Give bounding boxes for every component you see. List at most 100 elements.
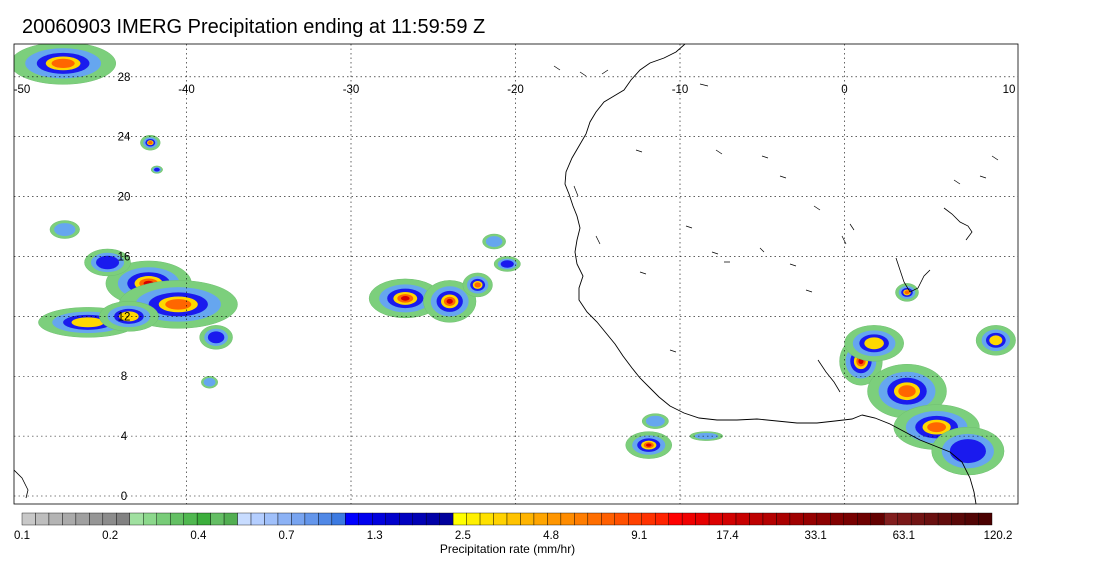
- precip-ring: [989, 335, 1003, 346]
- lat-tick-label: 8: [121, 371, 127, 383]
- precip-ring: [207, 331, 225, 344]
- precip-ring: [165, 299, 192, 310]
- colorbar-swatch: [870, 512, 885, 526]
- colorbar-swatch: [210, 512, 225, 526]
- colorbar-swatch: [749, 512, 764, 526]
- colorbar-swatch: [385, 512, 400, 526]
- colorbar-tick-label: 63.1: [893, 530, 915, 542]
- precip-ring: [927, 422, 947, 433]
- precip-ring: [864, 337, 884, 350]
- precip-ring: [54, 223, 76, 237]
- colorbar-swatch: [156, 512, 171, 526]
- lon-tick-label: -20: [507, 84, 524, 96]
- colorbar-swatch: [520, 512, 535, 526]
- precip-cell: [462, 272, 493, 298]
- precip-ring: [203, 377, 216, 387]
- colorbar-swatch: [466, 512, 481, 526]
- precip-ring: [694, 432, 719, 440]
- colorbar: 0.1 0.2 0.4 0.7 1.3 2.5 4.8 9.1 17.4 33.1 63.1 120.…: [14, 512, 1013, 542]
- colorbar-swatch: [654, 512, 669, 526]
- colorbar-swatch: [857, 512, 871, 526]
- colorbar-swatch: [304, 512, 319, 526]
- precip-ring: [400, 296, 410, 301]
- map-title: 20060903 IMERG Precipitation ending at 1…: [22, 16, 486, 38]
- precip-cell: [493, 256, 521, 272]
- lon-tick-label: -50: [14, 84, 31, 96]
- precip-cell: [689, 431, 724, 441]
- colorbar-swatch: [587, 512, 602, 526]
- colorbar-swatch: [978, 512, 993, 526]
- lon-tick-label: 0: [841, 84, 847, 96]
- colorbar-tick-label: 0.7: [279, 530, 295, 542]
- colorbar-swatch: [695, 512, 710, 526]
- precip-cell: [368, 278, 442, 319]
- colorbar-swatch: [574, 512, 589, 526]
- colorbar-swatch: [803, 512, 818, 526]
- colorbar-tick-label: 17.4: [716, 530, 739, 542]
- precip-ring: [949, 439, 986, 464]
- colorbar-swatch: [291, 512, 306, 526]
- precip-ring: [645, 415, 665, 427]
- precip-cell: [895, 283, 919, 302]
- colorbar-tick-label: 0.1: [14, 530, 30, 542]
- colorbar-swatch: [964, 512, 979, 526]
- colorbar-swatch: [21, 512, 36, 526]
- colorbar-swatch: [331, 512, 346, 526]
- lat-tick-label: 4: [121, 431, 128, 443]
- colorbar-swatch: [506, 512, 521, 526]
- colorbar-swatch: [183, 512, 198, 526]
- precip-ring: [51, 58, 75, 68]
- lon-tick-label: 10: [1003, 84, 1016, 96]
- colorbar-swatch: [277, 512, 292, 526]
- precip-cell: [201, 375, 219, 389]
- colorbar-swatch: [668, 512, 683, 526]
- colorbar-tick-label: 120.2: [984, 530, 1013, 542]
- precipitation-cells: [14, 44, 1016, 476]
- colorbar-swatch: [762, 512, 777, 526]
- colorbar-swatch: [547, 512, 562, 526]
- precip-cell: [140, 134, 161, 151]
- colorbar-swatch: [399, 512, 413, 526]
- colorbar-swatch: [910, 512, 925, 526]
- precip-ring: [898, 385, 916, 398]
- colorbar-swatch: [62, 512, 77, 526]
- gulf-of-guinea-coastline: [861, 414, 977, 504]
- precip-ring: [154, 167, 160, 172]
- colorbar-tick-label: 1.3: [367, 530, 383, 542]
- colorbar-swatch: [89, 512, 104, 526]
- lon-tick-label: -30: [343, 84, 360, 96]
- precip-ring: [485, 236, 503, 247]
- colorbar-swatch: [318, 512, 333, 526]
- colorbar-swatch: [425, 512, 440, 526]
- colorbar-swatch: [843, 512, 858, 526]
- precip-cell: [99, 301, 159, 332]
- precip-cell: [844, 325, 904, 362]
- colorbar-swatch: [897, 512, 912, 526]
- colorbar-swatch: [789, 512, 804, 526]
- river-outline-2: [817, 359, 841, 393]
- colorbar-swatch: [102, 512, 117, 526]
- precip-cell: [14, 44, 116, 85]
- precip-ring: [500, 260, 514, 268]
- precip-ring: [119, 311, 139, 322]
- precip-cell: [482, 233, 506, 250]
- colorbar-swatch: [937, 512, 952, 526]
- lat-tick-label: 16: [118, 251, 131, 263]
- gridlines: [14, 44, 1018, 504]
- colorbar-swatch: [816, 512, 831, 526]
- colorbar-tick-label: 9.1: [631, 530, 647, 542]
- precip-cell: [641, 413, 669, 429]
- precip-cell: [867, 364, 947, 419]
- colorbar-swatch: [776, 512, 791, 526]
- lon-tick-label: -40: [178, 84, 195, 96]
- colorbar-swatch: [75, 512, 90, 526]
- colorbar-swatch: [924, 512, 939, 526]
- lat-tick-label: 12: [118, 311, 131, 323]
- precip-cell: [49, 220, 80, 239]
- colorbar-swatch: [116, 512, 130, 526]
- colorbar-swatch: [708, 512, 723, 526]
- colorbar-swatch: [830, 512, 845, 526]
- colorbar-tick-label: 4.8: [543, 530, 559, 542]
- precip-ring: [148, 141, 153, 145]
